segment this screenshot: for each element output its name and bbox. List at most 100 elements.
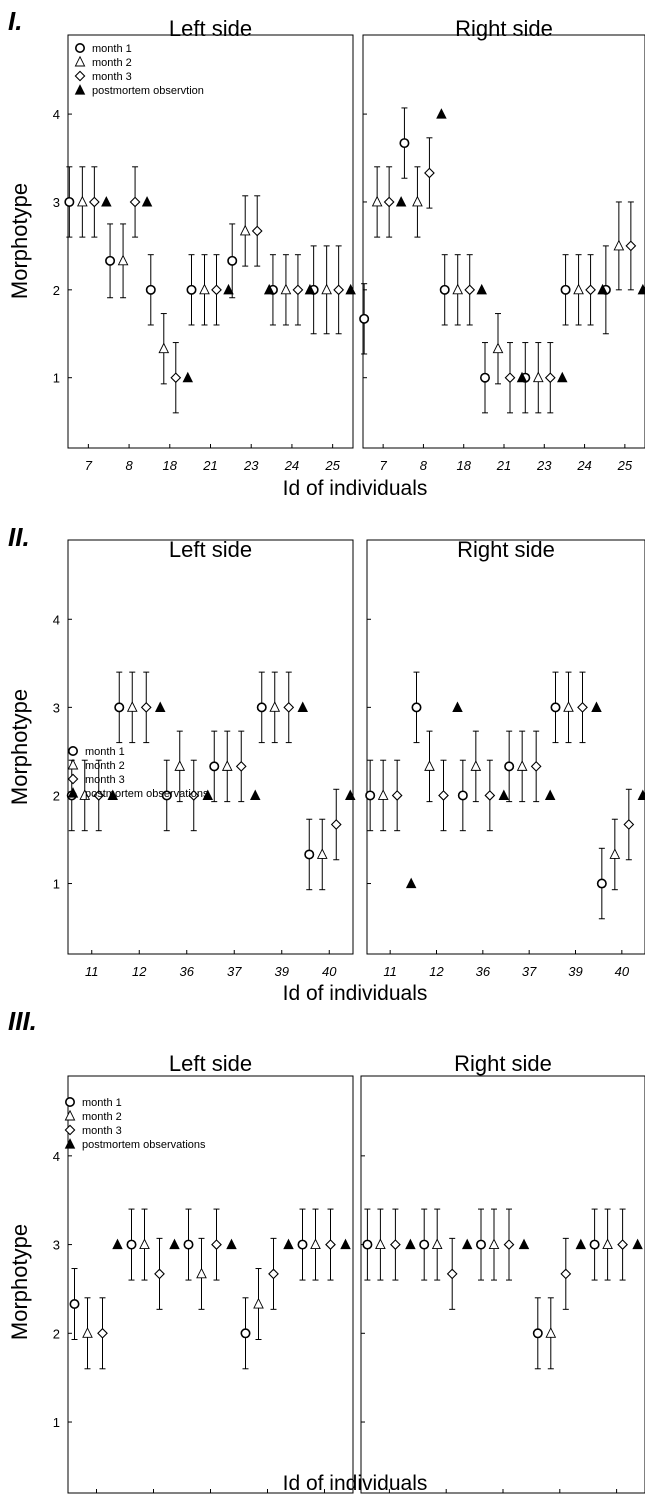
data-point-triangle-filled <box>544 789 556 801</box>
data-point-diamond <box>333 284 345 296</box>
data-point-circle <box>419 1239 430 1250</box>
data-point-diamond <box>623 819 635 830</box>
x-tick-label: 21 <box>496 458 511 473</box>
data-point-triangle-filled <box>461 1238 473 1250</box>
x-tick-label: 21 <box>202 458 217 473</box>
data-point-diamond <box>235 761 247 772</box>
legend-marker-triangle-filled <box>64 1138 76 1149</box>
legend-label: month 1 <box>82 1097 122 1109</box>
data-point-triangle-filled <box>112 1238 123 1250</box>
data-point-circle <box>560 284 571 295</box>
data-point-diamond <box>330 819 342 830</box>
data-point-diamond <box>88 196 100 208</box>
data-point-triangle-filled <box>223 283 234 295</box>
data-point-triangle-filled <box>345 283 356 295</box>
series-3 <box>93 671 342 861</box>
legend-marker-triangle-open <box>67 758 79 770</box>
data-point-diamond <box>283 701 295 713</box>
panel-title: Right side <box>455 16 553 41</box>
data-point-triangle-filled <box>101 196 112 207</box>
x-tick-label: 7 <box>85 458 93 473</box>
data-point-diamond <box>617 1239 628 1250</box>
data-point-circle <box>596 878 607 889</box>
data-point-triangle-filled <box>250 789 261 801</box>
y-tick-label: 4 <box>53 612 60 627</box>
data-point-circle <box>209 761 220 772</box>
x-tick-label: 8 <box>420 458 428 473</box>
data-point-triangle-filled <box>557 371 568 383</box>
data-point-diamond <box>560 1268 572 1280</box>
data-point-triangle-open <box>269 701 281 712</box>
data-point-diamond <box>292 284 304 296</box>
panel-title: Right side <box>457 537 555 562</box>
y-tick-label: 2 <box>53 1326 60 1341</box>
series-1 <box>69 1208 308 1370</box>
series-3 <box>88 166 345 414</box>
series-2 <box>79 671 328 891</box>
x-tick-label: 36 <box>476 964 491 979</box>
x-tick-label: 37 <box>522 964 537 979</box>
data-point-circle <box>126 1239 137 1250</box>
legend-label: postmortem observations <box>85 788 209 800</box>
section-label: I. <box>8 6 22 36</box>
data-point-triangle-filled <box>169 1238 180 1250</box>
data-point-triangle-open <box>470 760 482 771</box>
x-axis-label: Id of individuals <box>283 982 428 1005</box>
legend-marker-triangle-open <box>64 1109 76 1121</box>
x-tick-label: 12 <box>429 964 444 979</box>
series-1 <box>66 671 315 891</box>
series-4 <box>101 196 356 383</box>
x-tick-label: 37 <box>227 964 242 979</box>
data-point-triangle-open <box>253 1297 264 1309</box>
data-point-diamond <box>383 196 395 208</box>
data-point-triangle-open <box>158 342 170 354</box>
x-tick-label: 39 <box>275 964 289 979</box>
x-axis-label: Id of individuals <box>283 1472 428 1495</box>
data-point-circle <box>297 1239 308 1250</box>
data-point-triangle-filled <box>518 1238 530 1250</box>
data-point-circle <box>439 284 450 295</box>
data-point-diamond <box>446 1268 458 1280</box>
data-point-triangle-filled <box>182 371 194 383</box>
x-tick-label: 12 <box>132 964 147 979</box>
data-point-triangle-filled <box>476 283 487 295</box>
legend-marker-diamond <box>74 70 86 82</box>
data-point-triangle-open <box>79 789 91 800</box>
data-point-triangle-filled <box>263 283 275 295</box>
data-point-triangle-filled <box>304 283 316 295</box>
data-point-circle <box>479 372 490 383</box>
data-point-triangle-open <box>452 283 464 295</box>
legend: month 1 month 2 month 3 postmortem observat… <box>64 1097 206 1151</box>
y-tick-label: 1 <box>53 371 60 386</box>
data-point-triangle-open <box>424 760 435 771</box>
data-point-circle <box>186 284 197 295</box>
data-point-circle <box>399 138 410 149</box>
data-point-diamond <box>530 761 542 772</box>
panel-title: Left side <box>169 1051 252 1076</box>
legend-marker-diamond <box>67 773 79 785</box>
series-4 <box>395 108 645 383</box>
data-point-diamond <box>211 1239 222 1250</box>
x-tick-label: 36 <box>180 964 195 979</box>
data-point-circle <box>227 255 238 266</box>
data-point-triangle-filled <box>340 1238 351 1250</box>
data-point-circle <box>256 702 267 713</box>
data-point-triangle-filled <box>637 283 645 295</box>
data-point-triangle-filled <box>107 789 118 801</box>
data-point-circle <box>532 1328 543 1339</box>
legend-label: month 1 <box>92 43 132 55</box>
legend-marker-triangle-open <box>74 55 86 67</box>
data-point-triangle-open <box>532 371 544 383</box>
series-2 <box>375 1208 613 1370</box>
y-tick-label: 3 <box>53 1238 60 1253</box>
legend: month 1 month 2 month 3 postmortem observti… <box>74 42 204 97</box>
panel-right: Right side2630324245 <box>360 1051 645 1504</box>
data-point-triangle-filled <box>575 1238 587 1250</box>
series-1 <box>64 166 319 335</box>
data-point-triangle-filled <box>202 789 213 801</box>
data-point-triangle-open <box>174 760 186 771</box>
data-point-triangle-filled <box>283 1238 294 1250</box>
